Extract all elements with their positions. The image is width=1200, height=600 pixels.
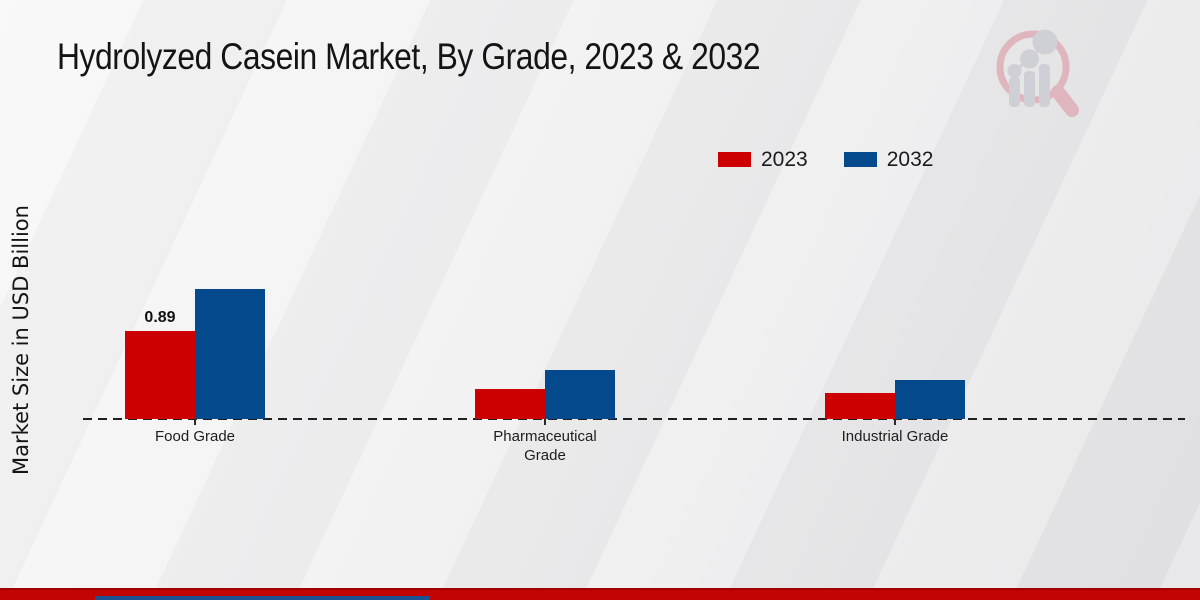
x-axis-tick [894,419,896,425]
value-label-2023-food-grade: 0.89 [144,309,176,326]
logo-dot-icon [1020,49,1039,69]
logo-bar-icon [1024,71,1035,107]
legend-item-2032: 2032 [843,148,934,171]
x-axis-tick [544,419,546,425]
bottom-blue-strip [95,596,430,600]
bar-2032-pharmaceutical-grade [545,370,615,419]
legend-swatch-2023 [718,152,751,167]
market-research-future-logo [996,29,1079,117]
logo-dot-icon [1007,64,1022,78]
logo-bar-icon [1009,77,1020,107]
y-axis-label: Market Size in USD Billion [9,205,33,475]
x-axis-label-industrial-grade: Industrial Grade [841,428,949,445]
legend: 2023 2032 [718,149,933,170]
x-axis-label-pharmaceutical-grade: Pharmaceutical Grade [493,428,597,464]
chart-title: Hydrolyzed Casein Market, By Grade, 2023… [57,36,761,77]
bar-2023-industrial-grade [825,393,895,419]
legend-label-2023: 2023 [761,148,808,171]
x-axis-dashed-baseline [83,418,1185,420]
logo-dot-icon [1032,29,1058,55]
bar-2032-industrial-grade [895,380,965,419]
bar-2023-pharmaceutical-grade [475,389,545,419]
bar-2032-food-grade [195,289,265,419]
legend-item-2023: 2023 [718,149,808,170]
x-axis-label-food-grade: Food Grade [154,428,236,445]
logo-bar-icon [1039,64,1050,107]
bar-2023-food-grade [125,331,195,419]
x-axis-tick [194,419,196,425]
legend-swatch-2032 [843,152,877,167]
legend-label-2032: 2032 [886,148,934,171]
magnifier-handle-icon [1051,85,1079,117]
